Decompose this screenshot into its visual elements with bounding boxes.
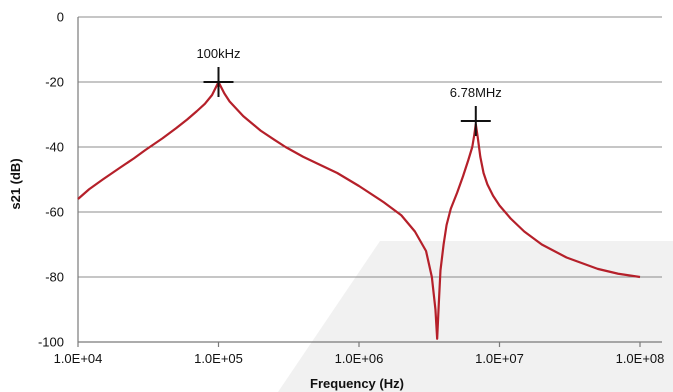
x-tick-label: 1.0E+04 [54, 351, 103, 366]
y-tick-label: -60 [45, 205, 64, 220]
x-tick-label: 1.0E+06 [335, 351, 384, 366]
x-tick-label: 1.0E+08 [616, 351, 665, 366]
y-tick-label: -100 [38, 335, 64, 350]
y-axis-title: s21 (dB) [8, 158, 23, 209]
x-tick-labels: 1.0E+04 1.0E+05 1.0E+06 1.0E+07 1.0E+08 [54, 351, 665, 366]
y-tick-labels: 0 -20 -40 -60 -80 -100 [38, 10, 64, 350]
y-tick-label: -20 [45, 75, 64, 90]
grid-lines [78, 16, 662, 278]
x-tick-label: 1.0E+07 [475, 351, 524, 366]
y-tick-label: -80 [45, 270, 64, 285]
x-axis-title: Frequency (Hz) [310, 376, 404, 391]
background-watermark-shape [278, 241, 673, 392]
y-tick-label: 0 [57, 10, 64, 25]
peak-annotation-label: 100kHz [196, 46, 240, 61]
annotations: 100kHz 6.78MHz [196, 46, 502, 136]
axes [77, 17, 662, 347]
x-tick-label: 1.0E+05 [194, 351, 243, 366]
y-tick-label: -40 [45, 140, 64, 155]
peak-annotation-label: 6.78MHz [450, 85, 502, 100]
series-line [77, 80, 641, 340]
